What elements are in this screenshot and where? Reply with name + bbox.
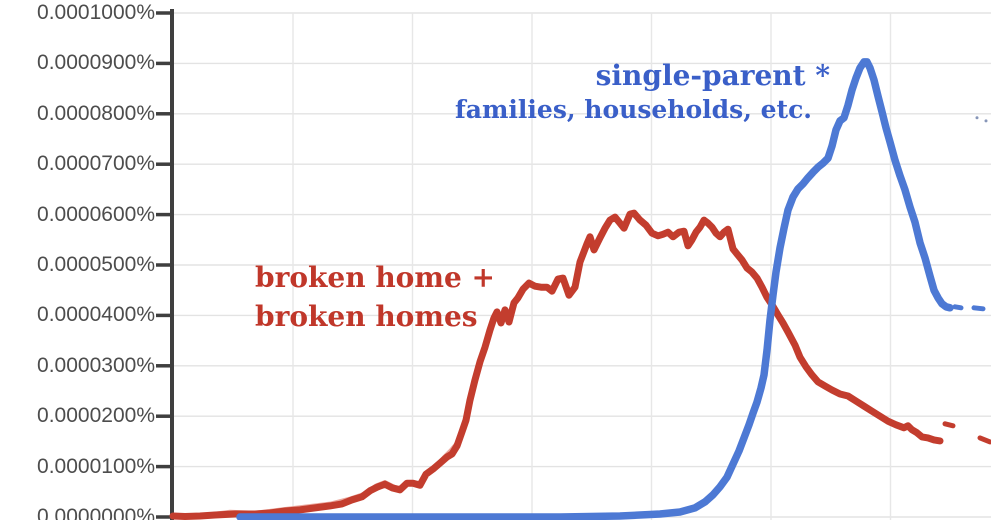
line-fragment-broken-home — [942, 421, 956, 429]
y-axis-label: 0.0000700% — [37, 152, 155, 175]
series-line-single-parent — [236, 58, 954, 520]
annotation-broken-home-line1: broken home + — [255, 261, 496, 294]
series-line-broken-home — [169, 209, 944, 520]
speck — [984, 119, 988, 123]
y-axis-label: 0.0000200% — [37, 404, 155, 427]
line-fragment-single-parent — [952, 304, 964, 311]
y-axis-label: 0.0001000% — [37, 1, 155, 24]
line-fragment-single-parent — [971, 305, 986, 312]
y-axis-label: 0.0000900% — [37, 51, 155, 74]
y-axis-label: 0.0000800% — [37, 102, 155, 125]
y-axis-label: 0.0000500% — [37, 253, 155, 276]
y-axis-label: 0.0000100% — [37, 455, 155, 478]
y-axis-label: 0.0000000% — [37, 505, 155, 520]
speck — [975, 116, 979, 120]
line-fragment-broken-home — [977, 435, 991, 445]
annotation-single-parent-line1: single-parent * — [595, 59, 830, 92]
series-line-broken-home-raw — [198, 341, 488, 517]
annotation-broken-home-line2: broken homes — [255, 300, 478, 333]
y-axis-label: 0.0000600% — [37, 203, 155, 226]
y-axis-label: 0.0000300% — [37, 354, 155, 377]
y-axis-label: 0.0000400% — [37, 303, 155, 326]
annotation-single-parent-line2: families, households, etc. — [455, 95, 812, 124]
